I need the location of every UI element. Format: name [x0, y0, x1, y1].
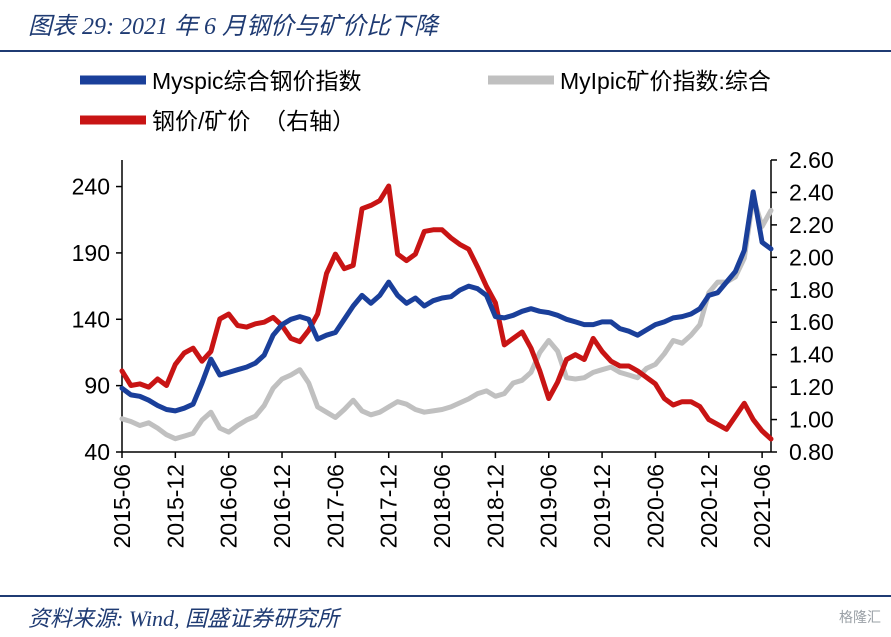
right-tick-label: 0.80	[789, 439, 834, 465]
series-layer	[119, 183, 774, 442]
x-tick-label: 2020-06	[642, 464, 668, 548]
source-note: 资料来源: Wind, 国盛证券研究所	[28, 606, 340, 631]
x-tick-label: 2021-06	[749, 464, 775, 548]
left-y-ticks: 40 90 140 190 240	[72, 174, 122, 465]
x-tick-label: 2016-12	[269, 464, 295, 548]
x-tick-label: 2019-12	[589, 464, 615, 548]
right-tick-label: 1.80	[789, 277, 834, 303]
x-tick-label: 2018-12	[482, 464, 508, 548]
left-tick-label: 140	[72, 306, 110, 332]
right-tick-label: 2.20	[789, 212, 834, 238]
x-tick-label: 2020-12	[696, 464, 722, 548]
x-tick-label: 2015-12	[162, 464, 188, 548]
left-tick-label: 240	[72, 174, 110, 200]
right-tick-label: 2.00	[789, 244, 834, 270]
x-tick-label: 2019-06	[536, 464, 562, 548]
figure-title: 图表 29: 2021 年 6 月钢价与矿价比下降	[28, 14, 438, 40]
legend-label-steel: Myspic综合钢价指数	[152, 68, 362, 94]
legend-label-ore: MyIpic矿价指数:综合	[560, 68, 771, 94]
left-tick-label: 90	[84, 373, 110, 399]
right-tick-label: 1.00	[789, 407, 834, 433]
x-ticks: 2015-06 2015-12 2016-06 2016-12 2017-06 2017-…	[109, 452, 775, 548]
legend-label-ratio: 钢价/矿价 （右轴）	[152, 108, 355, 134]
right-tick-label: 1.40	[789, 342, 834, 368]
right-y-ticks: 0.80 1.00 1.20 1.40 1.60 1.80 2.00 2.20 2.40 2.60	[771, 147, 834, 465]
series-line-1	[119, 194, 774, 442]
series-line-2	[119, 183, 774, 442]
left-tick-label: 190	[72, 240, 110, 266]
title-rule	[0, 50, 891, 52]
x-tick-label: 2017-06	[322, 464, 348, 548]
right-tick-label: 1.20	[789, 374, 834, 400]
right-tick-label: 1.60	[789, 309, 834, 335]
legend: Myspic综合钢价指数 MyIpic矿价指数:综合 钢价/矿价 （右轴）	[80, 68, 771, 134]
right-tick-label: 2.60	[789, 147, 834, 173]
x-tick-label: 2015-06	[109, 464, 135, 548]
left-tick-label: 40	[84, 439, 110, 465]
x-tick-label: 2017-12	[376, 464, 402, 548]
x-tick-label: 2016-06	[216, 464, 242, 548]
right-tick-label: 2.40	[789, 179, 834, 205]
source-rule	[0, 595, 891, 597]
watermark: 格隆汇	[839, 609, 881, 625]
x-tick-label: 2018-06	[429, 464, 455, 548]
series-line-0	[119, 189, 774, 414]
